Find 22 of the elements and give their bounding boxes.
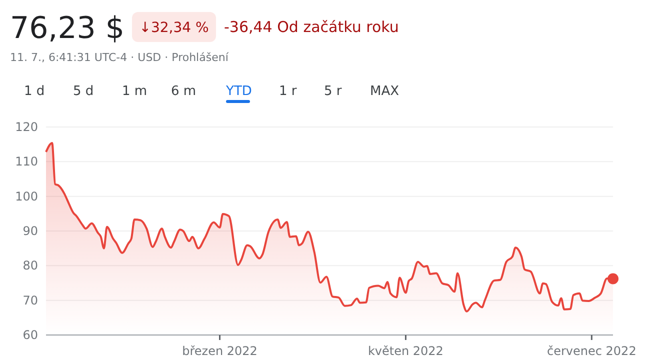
y-tick-label: 60 bbox=[22, 328, 38, 342]
y-tick-label: 70 bbox=[22, 293, 38, 308]
text: 1 r bbox=[279, 84, 298, 99]
text: 1 m bbox=[122, 84, 148, 99]
text: 5 r bbox=[324, 84, 342, 99]
text: 1 d bbox=[24, 84, 45, 99]
y-tick-label: 80 bbox=[22, 258, 38, 273]
chart-subtitle: 11. 7., 6:41:31 UTC-4 · USD · Prohlášení bbox=[10, 51, 230, 64]
text: 5 d bbox=[73, 84, 94, 99]
x-tick-label: březen 2022 bbox=[182, 344, 258, 358]
x-tick-label: červenec 2022 bbox=[546, 344, 636, 358]
x-tick-label: květen 2022 bbox=[368, 344, 444, 358]
text: YTD bbox=[225, 84, 252, 99]
y-tick-label: 100 bbox=[15, 189, 38, 204]
text: 6 m bbox=[171, 84, 196, 99]
y-tick-label: 110 bbox=[15, 154, 38, 169]
y-tick-label: 120 bbox=[15, 120, 38, 134]
y-tick-label: 90 bbox=[22, 224, 38, 238]
text: -36,44 Od začátku roku bbox=[224, 18, 399, 36]
text: MAX bbox=[370, 84, 400, 99]
text: ↓32,34 % bbox=[139, 20, 209, 36]
chart-title: 76,23 $ bbox=[10, 11, 125, 46]
